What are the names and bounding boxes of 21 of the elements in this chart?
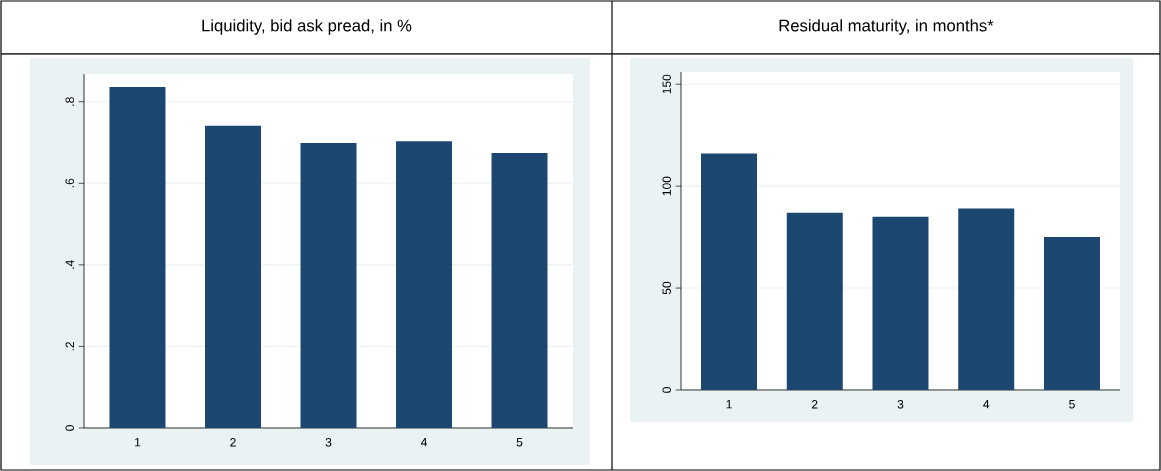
y-tick-label: 100 <box>662 176 671 196</box>
y-tick-label: 50 <box>662 281 671 295</box>
y-tick-label: 0 <box>65 425 74 431</box>
y-tick-label: 0 <box>662 387 671 393</box>
y-tick-label: 150 <box>662 74 671 94</box>
chart-title: Liquidity, bid ask pread, in % <box>202 19 412 35</box>
y-tick-label: .2 <box>65 342 74 351</box>
chart-title: Residual maturity, in months* <box>779 19 994 35</box>
x-tick-label: 5 <box>516 438 523 447</box>
x-tick-label: 1 <box>135 438 141 447</box>
y-tick-label: .4 <box>65 260 74 269</box>
x-tick-label: 4 <box>983 400 990 409</box>
x-tick-label: 2 <box>230 438 236 447</box>
x-tick-label: 1 <box>726 400 732 409</box>
x-tick-label: 4 <box>420 438 427 447</box>
y-tick-label: .6 <box>65 178 74 188</box>
x-tick-label: 3 <box>325 438 332 447</box>
x-tick-label: 2 <box>812 400 818 409</box>
y-tick-label: .8 <box>65 97 74 106</box>
x-tick-label: 3 <box>897 400 904 409</box>
x-tick-label: 5 <box>1069 400 1075 409</box>
